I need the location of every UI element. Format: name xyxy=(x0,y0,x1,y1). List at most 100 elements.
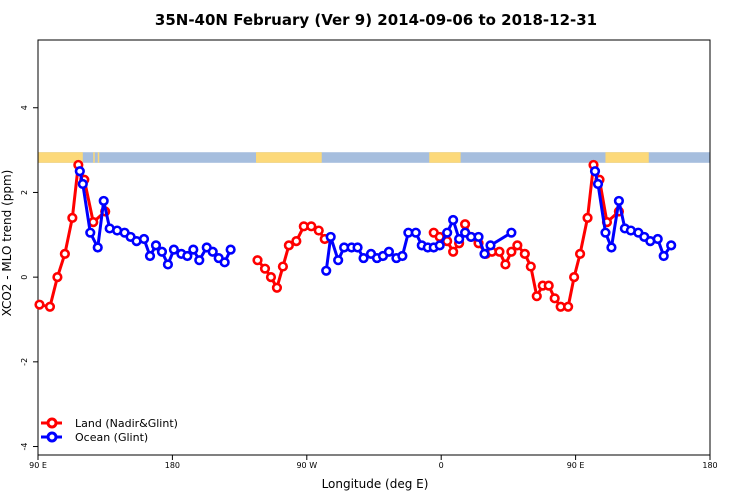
series-1-point-0 xyxy=(74,166,85,177)
series-1 xyxy=(74,166,677,276)
series-0-point-44 xyxy=(582,212,593,223)
series-0-point-18 xyxy=(313,225,324,236)
series-1-point-49 xyxy=(473,231,484,243)
series-1-point-17 xyxy=(182,250,193,262)
series-1-point-12 xyxy=(150,240,162,251)
series-0-point-33 xyxy=(512,240,523,251)
series-0-point-1 xyxy=(44,301,56,312)
x-tick-label-5: 180 xyxy=(702,461,717,470)
series-1-point-2 xyxy=(85,227,96,238)
series-0-point-7 xyxy=(88,216,99,228)
series-0-point-4 xyxy=(67,212,78,223)
series-0-point-42 xyxy=(569,272,580,283)
legend-label-ocean: Ocean (Glint) xyxy=(75,431,148,444)
series-1-point-26 xyxy=(325,231,336,243)
x-tick-label-0: 90 E xyxy=(29,461,47,470)
land-ocean-band xyxy=(38,152,710,163)
legend-label-land: Land (Nadir&Glint) xyxy=(75,417,178,430)
legend-marker-ocean xyxy=(46,431,58,443)
series-0-point-12 xyxy=(271,282,283,293)
axes: 90 E 180 90 W 0 90 E 180 -4 -2 0 2 4 xyxy=(20,39,718,470)
series-0-point-41 xyxy=(563,301,574,312)
series-0-line-0 xyxy=(39,163,107,309)
series-0-point-34 xyxy=(519,248,530,259)
series-1-point-14 xyxy=(162,259,174,270)
series-0-point-39 xyxy=(549,293,560,304)
series-1-point-13 xyxy=(156,246,168,257)
x-tick-label-3: 0 xyxy=(439,461,444,470)
series-1-point-31 xyxy=(358,252,369,264)
series-1-point-10 xyxy=(138,233,150,245)
series-0-point-43 xyxy=(574,248,586,259)
land-span-1 xyxy=(93,152,95,163)
series-1-point-24 xyxy=(225,244,236,255)
land-span-4 xyxy=(429,152,461,163)
series-1-point-23 xyxy=(219,257,230,268)
series-1-point-65 xyxy=(666,240,677,251)
land-span-3 xyxy=(256,152,322,163)
series-0-point-13 xyxy=(277,261,289,272)
series-1-point-39 xyxy=(410,227,421,238)
series-1-point-19 xyxy=(194,255,205,266)
y-tick-label-2: 0 xyxy=(20,275,29,280)
series-1-point-55 xyxy=(600,227,611,238)
series-1-point-30 xyxy=(352,242,363,253)
series-1-point-54 xyxy=(592,178,604,190)
series-1-point-1 xyxy=(77,178,88,190)
series-1-point-63 xyxy=(652,233,663,245)
x-tick-label-2: 90 W xyxy=(296,461,317,470)
y-tick-label-1: -2 xyxy=(20,358,29,366)
series-0-point-25 xyxy=(459,219,471,230)
series-1-point-11 xyxy=(144,250,156,262)
x-tick-label-4: 90 E xyxy=(567,461,585,470)
series-1-point-44 xyxy=(442,227,453,238)
y-axis-label: XCO2 - MLO trend (ppm) xyxy=(0,170,14,317)
series-0-point-31 xyxy=(500,259,511,270)
series-layer xyxy=(34,159,677,312)
land-span-5 xyxy=(605,152,649,163)
series-1-point-21 xyxy=(207,246,218,257)
plot-frame xyxy=(37,39,711,456)
series-0-point-14 xyxy=(283,240,294,251)
series-1-point-50 xyxy=(479,248,490,259)
series-0-point-9 xyxy=(252,255,263,266)
x-tick-label-1: 180 xyxy=(165,461,180,470)
series-1-point-57 xyxy=(613,195,625,207)
series-1-point-52 xyxy=(506,227,517,238)
land-span-2 xyxy=(97,152,100,163)
series-0-point-11 xyxy=(265,272,277,283)
series-0-point-23 xyxy=(448,246,459,257)
series-1-point-53 xyxy=(589,166,601,177)
series-0-point-3 xyxy=(59,248,70,259)
y-tick-label-4: 4 xyxy=(20,105,29,110)
series-1-point-3 xyxy=(92,242,103,253)
series-0-point-32 xyxy=(506,246,517,257)
series-1-point-43 xyxy=(434,240,445,251)
series-1-point-46 xyxy=(454,233,465,245)
series-0-point-17 xyxy=(306,221,317,232)
series-1-point-15 xyxy=(168,244,179,255)
series-1-point-4 xyxy=(98,195,109,207)
series-0-point-36 xyxy=(531,291,542,302)
series-1-point-25 xyxy=(321,265,332,276)
series-1-point-51 xyxy=(485,240,496,251)
series-0-point-0 xyxy=(34,299,45,310)
legend-marker-land xyxy=(46,417,58,429)
y-tick-label-3: 2 xyxy=(20,190,29,195)
series-0-point-10 xyxy=(259,263,271,274)
series-0-point-2 xyxy=(52,272,63,283)
series-1-point-37 xyxy=(397,250,408,262)
y-tick-label-0: -4 xyxy=(20,443,29,451)
series-1-point-18 xyxy=(188,244,199,255)
chart-title: 35N-40N February (Ver 9) 2014-09-06 to 2… xyxy=(155,11,597,29)
series-0-point-35 xyxy=(525,261,536,272)
land-span-0 xyxy=(38,152,83,163)
series-1-point-35 xyxy=(383,246,395,257)
series-1-point-56 xyxy=(606,242,617,253)
legend: Land (Nadir&Glint) Ocean (Glint) xyxy=(41,417,178,444)
series-1-point-27 xyxy=(333,255,344,266)
ocean-band xyxy=(38,152,710,163)
series-0-point-30 xyxy=(494,246,505,257)
x-axis-label: Longitude (deg E) xyxy=(322,477,429,491)
